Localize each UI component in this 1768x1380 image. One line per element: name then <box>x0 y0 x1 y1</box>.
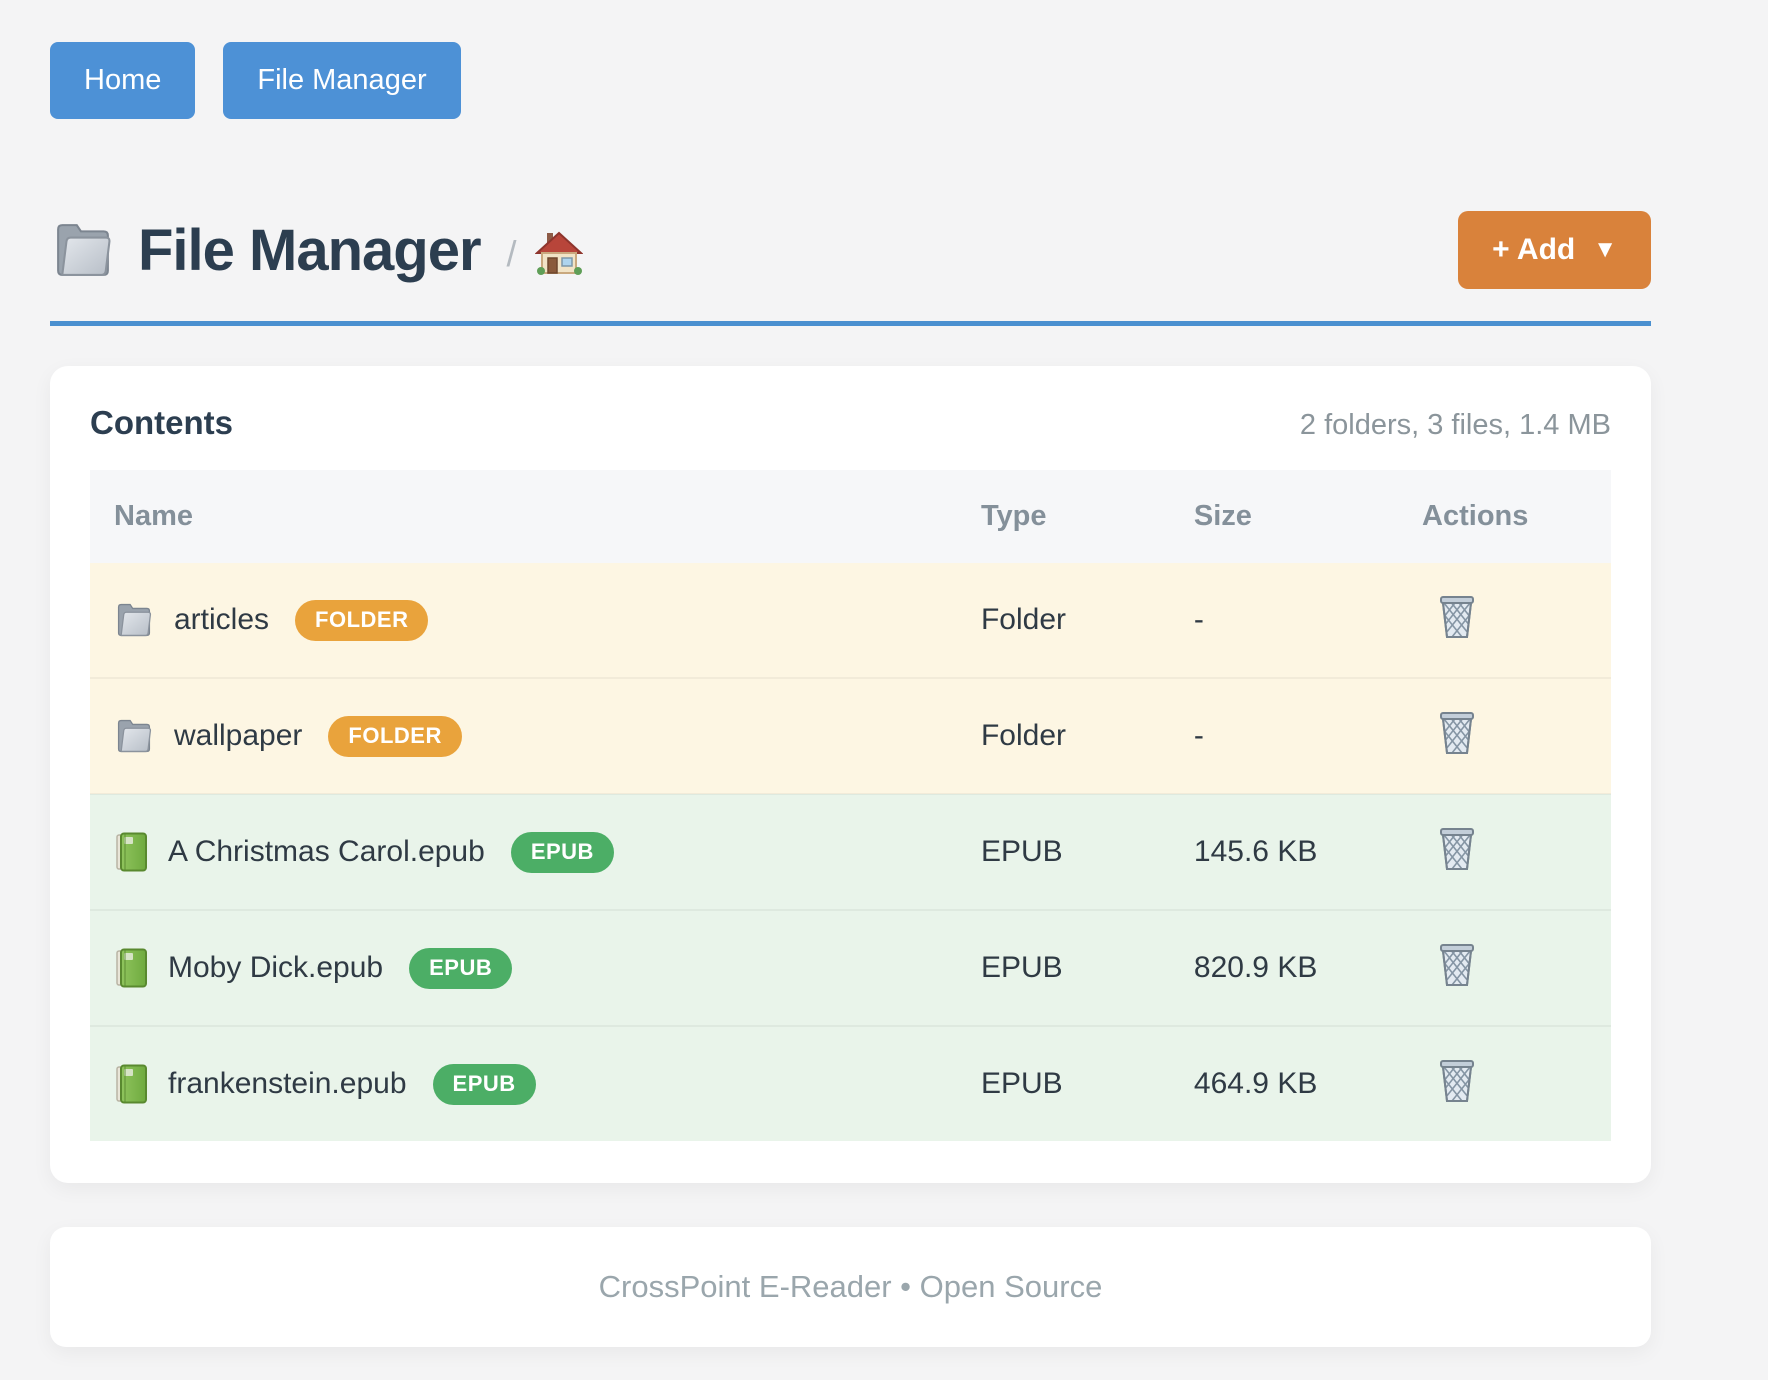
book-icon <box>116 948 147 988</box>
house-icon[interactable] <box>535 231 583 275</box>
title-divider <box>50 321 1651 326</box>
book-icon <box>116 832 147 872</box>
column-header-size: Size <box>1169 470 1399 563</box>
breadcrumb-separator: / <box>506 233 517 274</box>
type-cell: Folder <box>956 677 1170 794</box>
type-cell: EPUB <box>956 909 1170 1026</box>
column-header-name: Name <box>90 470 957 563</box>
book-icon <box>116 1064 147 1104</box>
contents-card-header: Contents 2 folders, 3 files, 1.4 MB <box>90 404 1611 442</box>
table-header-row: Name Type Size Actions <box>90 470 1611 563</box>
size-cell: - <box>1193 603 1204 636</box>
type-cell: EPUB <box>956 793 1170 910</box>
delete-button[interactable] <box>1436 1057 1478 1103</box>
file-name-link[interactable]: wallpaper <box>174 719 303 752</box>
size-cell: 464.9 KB <box>1169 1025 1399 1141</box>
delete-button[interactable] <box>1436 941 1478 987</box>
contents-title: Contents <box>90 404 233 441</box>
top-nav: Home File Manager <box>50 0 1651 119</box>
footer-card: CrossPoint E-Reader • Open Source <box>50 1227 1651 1347</box>
nav-home-button[interactable]: Home <box>50 42 196 119</box>
title-group: File Manager / <box>50 217 583 284</box>
table-row: Moby Dick.epub EPUB EPUB 820.9 KB <box>90 909 1611 1026</box>
contents-card: Contents 2 folders, 3 files, 1.4 MB Name… <box>50 366 1651 1183</box>
type-badge: FOLDER <box>328 715 462 757</box>
table-row: A Christmas Carol.epub EPUB EPUB 145.6 K… <box>90 793 1611 910</box>
file-name-link[interactable]: frankenstein.epub <box>168 1067 407 1100</box>
type-badge: FOLDER <box>295 599 429 641</box>
delete-button[interactable] <box>1436 709 1478 755</box>
add-button[interactable]: + Add ▼ <box>1458 211 1651 289</box>
size-cell: 820.9 KB <box>1169 909 1399 1026</box>
add-button-label: + Add <box>1492 233 1576 266</box>
table-row: wallpaper FOLDER Folder - <box>90 677 1611 794</box>
delete-button[interactable] <box>1436 825 1478 871</box>
folder-icon <box>117 603 152 637</box>
size-cell: 145.6 KB <box>1169 793 1399 910</box>
type-badge: EPUB <box>432 1063 536 1105</box>
type-badge: EPUB <box>409 947 513 989</box>
trash-icon <box>1436 709 1478 755</box>
file-name-link[interactable]: articles <box>174 603 270 636</box>
contents-summary: 2 folders, 3 files, 1.4 MB <box>1299 409 1611 441</box>
nav-file-manager-button[interactable]: File Manager <box>223 42 461 119</box>
trash-icon <box>1436 1057 1478 1103</box>
file-name-link[interactable]: Moby Dick.epub <box>168 951 384 984</box>
type-badge: EPUB <box>510 831 614 873</box>
footer-text: CrossPoint E-Reader • Open Source <box>598 1269 1103 1304</box>
folder-icon <box>117 719 152 753</box>
trash-icon <box>1436 825 1478 871</box>
page-container: Home File Manager File Manager / + Add ▼… <box>50 0 1651 1347</box>
type-cell: EPUB <box>956 1025 1170 1141</box>
trash-icon <box>1436 941 1478 987</box>
folder-icon <box>57 224 111 276</box>
page-header: File Manager / + Add ▼ <box>50 211 1651 289</box>
page-title: File Manager <box>138 217 482 283</box>
file-table: Name Type Size Actions articles FOLDER F… <box>90 470 1611 1141</box>
column-header-type: Type <box>956 470 1170 563</box>
trash-icon <box>1436 593 1478 639</box>
delete-button[interactable] <box>1436 593 1478 639</box>
table-row: articles FOLDER Folder - <box>90 563 1611 678</box>
type-cell: Folder <box>980 603 1067 636</box>
chevron-down-icon: ▼ <box>1593 236 1617 263</box>
table-row: frankenstein.epub EPUB EPUB 464.9 KB <box>90 1025 1611 1141</box>
column-header-actions: Actions <box>1398 470 1611 563</box>
size-cell: - <box>1169 677 1399 794</box>
file-name-link[interactable]: A Christmas Carol.epub <box>168 835 485 868</box>
